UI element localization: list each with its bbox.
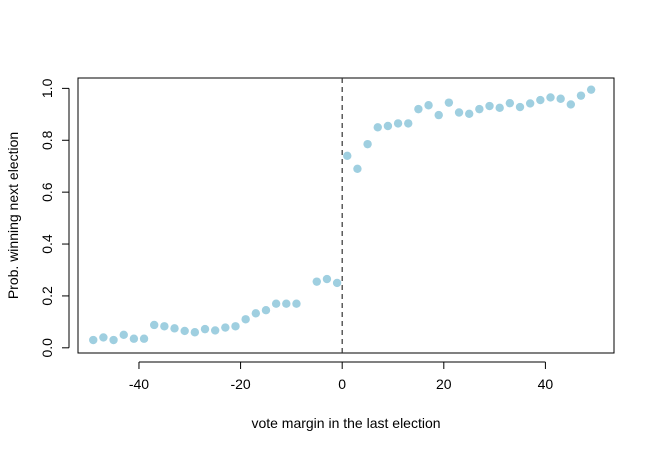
data-point: [170, 324, 179, 333]
data-point: [475, 104, 484, 114]
data-point: [536, 95, 545, 105]
y-tick-label: 1.0: [39, 78, 55, 98]
x-tick-label: 0: [338, 376, 346, 392]
data-point: [190, 328, 200, 337]
data-point: [322, 274, 332, 284]
data-point: [566, 100, 576, 109]
data-points: [89, 85, 596, 345]
data-point: [454, 108, 464, 117]
data-point: [221, 323, 230, 332]
data-point: [343, 151, 352, 161]
data-point: [485, 101, 494, 111]
x-axis-title: vote margin in the last election: [251, 415, 440, 431]
data-point: [312, 277, 321, 286]
data-point: [393, 119, 403, 128]
y-axis-title: Prob. winning next election: [5, 132, 21, 299]
data-point: [282, 299, 291, 308]
data-point: [210, 326, 220, 335]
data-point: [353, 164, 362, 174]
data-point: [99, 333, 108, 342]
x-tick-label: 20: [436, 376, 452, 392]
data-point: [424, 101, 433, 110]
data-point: [404, 119, 413, 128]
y-tick-label: 0.0: [39, 338, 55, 358]
x-tick-label: -20: [230, 376, 250, 392]
data-point: [119, 330, 128, 340]
data-point: [383, 121, 393, 131]
data-point: [150, 320, 159, 330]
data-point: [89, 335, 98, 345]
data-point: [160, 322, 169, 331]
x-tick-label: 40: [538, 376, 554, 392]
data-point: [129, 334, 139, 343]
data-point: [332, 278, 342, 288]
y-tick-label: 0.6: [39, 182, 55, 202]
data-point: [231, 322, 240, 331]
data-point: [586, 85, 596, 94]
data-point: [271, 299, 281, 308]
data-point: [241, 315, 250, 324]
data-point: [465, 109, 474, 119]
data-point: [576, 91, 586, 100]
plot-frame: [77, 77, 615, 354]
data-point: [546, 93, 555, 102]
data-point: [251, 309, 261, 318]
data-point: [363, 139, 372, 149]
x-tick-label: -40: [129, 376, 149, 392]
data-point: [495, 103, 504, 113]
data-point: [434, 110, 443, 120]
data-point: [139, 334, 149, 343]
data-point: [414, 104, 423, 114]
y-tick-label: 0.2: [39, 286, 55, 306]
y-tick-label: 0.8: [39, 130, 55, 150]
y-axis: 0.0 0.2 0.4 0.6 0.8 1.0: [39, 78, 70, 358]
data-point: [505, 98, 515, 108]
y-tick-label: 0.4: [39, 234, 55, 254]
data-point: [180, 326, 189, 336]
data-point: [292, 299, 301, 308]
x-axis: -40 -20 0 20 40: [129, 361, 554, 392]
data-point: [525, 99, 535, 108]
data-point: [515, 102, 525, 112]
data-point: [444, 98, 454, 107]
data-point: [261, 305, 271, 315]
data-point: [200, 324, 210, 334]
data-point: [109, 335, 118, 345]
data-point: [373, 123, 382, 132]
data-point: [556, 94, 565, 103]
